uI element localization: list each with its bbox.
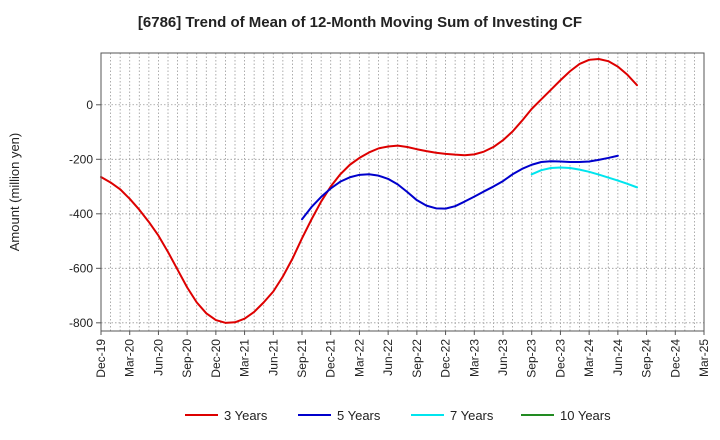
x-tick-label: Jun-23	[496, 339, 510, 376]
legend: 3 Years 5 Years 7 Years 10 Years	[185, 408, 611, 423]
legend-label: 7 Years	[450, 408, 494, 423]
x-tick-label: Jun-22	[381, 339, 395, 376]
legend-label: 3 Years	[224, 408, 268, 423]
grid	[100, 53, 705, 331]
x-tick-label: Mar-23	[467, 339, 481, 377]
x-tick-label: Mar-21	[238, 339, 252, 377]
x-tick-label: Mar-25	[697, 339, 711, 377]
x-tick-label: Sep-23	[525, 339, 539, 378]
plot-frame	[100, 52, 705, 332]
legend-label: 5 Years	[337, 408, 381, 423]
y-tick-label: -200	[69, 152, 93, 166]
x-tick-label: Jun-20	[151, 339, 165, 376]
y-tick-label: -800	[69, 316, 93, 330]
x-tick-label: Mar-24	[582, 339, 596, 377]
x-tick-label: Dec-22	[439, 339, 453, 378]
y-axis-ticks: 0 -200 -400 -600 -800	[69, 98, 101, 330]
x-axis-ticks: Dec-19 Mar-20 Jun-20 Sep-20 Dec-20 Mar-21 Jun-…	[94, 331, 711, 378]
y-tick-label: 0	[86, 98, 93, 112]
series-line-7-years	[530, 166, 638, 189]
x-tick-label: Jun-24	[611, 339, 625, 376]
legend-label: 10 Years	[560, 408, 611, 423]
x-tick-label: Dec-19	[94, 339, 108, 378]
x-tick-label: Jun-21	[266, 339, 280, 376]
y-axis-label: Amount (million yen)	[7, 133, 22, 252]
x-tick-label: Dec-23	[553, 339, 567, 378]
x-tick-label: Dec-21	[324, 339, 338, 378]
y-tick-label: -600	[69, 261, 93, 275]
x-tick-label: Sep-24	[640, 339, 654, 378]
series-line-3-years	[100, 58, 638, 324]
x-tick-label: Dec-24	[668, 339, 682, 378]
x-tick-label: Dec-20	[209, 339, 223, 378]
x-tick-label: Sep-20	[180, 339, 194, 378]
y-tick-label: -400	[69, 207, 93, 221]
x-tick-label: Mar-22	[352, 339, 366, 377]
x-tick-label: Sep-22	[410, 339, 424, 378]
chart-title: [6786] Trend of Mean of 12-Month Moving …	[137, 14, 583, 31]
x-tick-label: Sep-21	[295, 339, 309, 378]
series-line-5-years	[301, 154, 619, 221]
series-lines	[100, 58, 638, 324]
x-tick-label: Mar-20	[123, 339, 137, 377]
